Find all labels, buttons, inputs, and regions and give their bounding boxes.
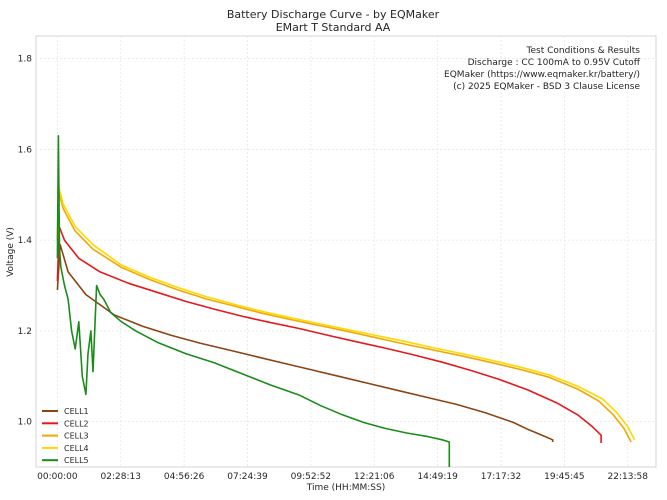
legend-label-cell1: CELL1 xyxy=(64,407,89,416)
legend-label-cell3: CELL3 xyxy=(64,432,89,441)
x-tick-label: 19:45:45 xyxy=(544,472,584,482)
annotation-box: Test Conditions & Results Discharge : CC… xyxy=(444,46,641,92)
chart-title: Battery Discharge Curve - by EQMaker xyxy=(227,8,440,21)
annotation-line-1: Test Conditions & Results xyxy=(526,46,641,56)
series-line-cell2 xyxy=(56,225,602,443)
y-axis-ticks: 1.0 1.2 1.4 1.6 1.8 xyxy=(18,55,33,428)
x-axis-label: Time (HH:MM:SS) xyxy=(306,483,385,493)
legend-label-cell5: CELL5 xyxy=(64,456,89,465)
y-axis-label: Voltage (V) xyxy=(6,227,16,277)
x-axis-ticks: 00:00:00 02:28:13 04:56:26 07:24:39 09:52:52… xyxy=(37,472,648,482)
series-lines xyxy=(56,135,636,467)
series-line-cell5 xyxy=(56,135,451,467)
y-tick-label: 1.8 xyxy=(18,55,33,65)
annotation-line-4: (c) 2025 EQMaker - BSD 3 Clause License xyxy=(453,82,640,92)
y-tick-label: 1.0 xyxy=(18,418,33,428)
series-line-cell3 xyxy=(56,189,632,443)
legend-label-cell2: CELL2 xyxy=(64,419,89,428)
series-line-cell1 xyxy=(56,243,554,442)
y-tick-label: 1.4 xyxy=(18,236,33,246)
y-tick-label: 1.6 xyxy=(18,145,33,155)
chart-subtitle: EMart T Standard AA xyxy=(276,21,391,34)
x-tick-label: 02:28:13 xyxy=(101,472,141,482)
x-tick-label: 09:52:52 xyxy=(291,472,331,482)
plot-frame xyxy=(35,35,657,468)
legend: CELL1 CELL2 CELL3 CELL4 CELL5 xyxy=(42,407,89,465)
annotation-line-3: EQMaker (https://www.eqmaker.kr/battery/… xyxy=(444,70,640,80)
x-tick-label: 07:24:39 xyxy=(227,472,268,482)
x-tick-label: 00:00:00 xyxy=(37,472,78,482)
series-line-cell4 xyxy=(56,184,636,441)
legend-label-cell4: CELL4 xyxy=(64,444,89,453)
x-tick-label: 22:13:58 xyxy=(608,472,649,482)
y-tick-label: 1.2 xyxy=(18,327,32,337)
x-tick-label: 04:56:26 xyxy=(164,472,205,482)
x-tick-label: 12:21:06 xyxy=(354,472,395,482)
plot-area xyxy=(35,35,657,468)
x-tick-label: 17:17:32 xyxy=(481,472,521,482)
annotation-line-2: Discharge : CC 100mA to 0.95V Cutoff xyxy=(468,58,641,68)
x-tick-label: 14:49:19 xyxy=(417,472,458,482)
